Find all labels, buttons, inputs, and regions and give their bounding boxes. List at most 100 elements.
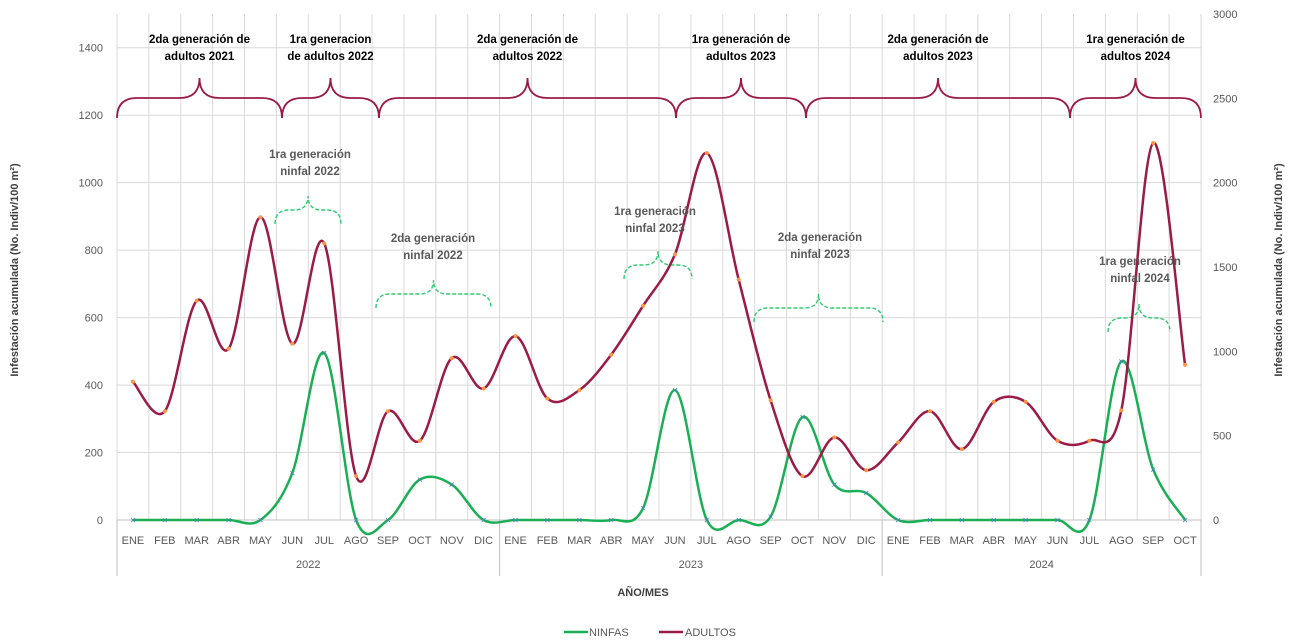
y-left-tick-label: 400: [85, 380, 103, 392]
y-right-tick-label: 0: [1213, 515, 1219, 527]
series-point-ninfas: ✕: [1150, 465, 1157, 474]
series-point-ninfas: ✕: [640, 504, 647, 513]
adult-generation-brace: [116, 77, 283, 119]
series-point-adultos: [322, 241, 327, 246]
series-point-adultos: [162, 409, 167, 414]
series-point-ninfas: ✕: [130, 516, 137, 525]
series-point-ninfas: ✕: [831, 481, 838, 490]
series-line-ninfas: [132, 351, 1187, 536]
x-month-tick-label: JUL: [314, 535, 334, 547]
adult-generation-brace: [805, 77, 1071, 119]
series-point-ninfas: ✕: [799, 413, 806, 422]
series-point-adultos: [258, 215, 263, 220]
y-left-tick-label: 1000: [79, 178, 103, 190]
adult-generation-label: adultos 2023: [706, 51, 776, 63]
y-left-tick-label: 800: [85, 245, 103, 257]
x-month-tick-label: JUL: [1080, 535, 1100, 547]
legend-ninfas-label: NINFAS: [589, 627, 629, 639]
x-year-tick-label: 2024: [1029, 559, 1053, 571]
series-point-ninfas: ✕: [544, 516, 551, 525]
nymph-generation-label: ninfal 2024: [1110, 273, 1170, 285]
generation-braces: [116, 77, 1202, 333]
y-left-tick-label: 600: [85, 313, 103, 325]
chart-annotations: 2da generación de adultos 2021 1ra generac…: [149, 34, 1185, 285]
nymph-generation-brace: [753, 293, 884, 323]
series-point-adultos: [1087, 438, 1092, 443]
adult-generation-label: 2da generación de: [149, 34, 250, 46]
x-month-tick-label: NOV: [440, 535, 465, 547]
series-point-adultos: [481, 386, 486, 391]
x-month-tick-label: AGO: [344, 535, 369, 547]
x-year-tick-label: 2022: [296, 559, 320, 571]
series-point-ninfas: ✕: [289, 469, 296, 478]
x-month-tick-label: ENE: [122, 535, 145, 547]
x-month-tick-label: OCT: [408, 535, 432, 547]
nymph-generation-brace: [1107, 303, 1171, 333]
nymph-generation-label: ninfal 2022: [280, 166, 339, 178]
x-month-tick-label: NOV: [822, 535, 847, 547]
x-month-tick-label: JUL: [697, 535, 717, 547]
x-month-tick-label: ABR: [982, 535, 1005, 547]
series-point-adultos: [417, 438, 422, 443]
series-point-adultos: [1183, 362, 1188, 367]
series-point-adultos: [641, 303, 646, 308]
x-month-tick-label: MAY: [632, 535, 656, 547]
series-point-adultos: [290, 341, 295, 346]
x-month-tick-label: FEB: [537, 535, 558, 547]
nymph-generation-label: 2da generación: [391, 233, 475, 245]
adult-generation-label: 2da generación de: [477, 34, 578, 46]
series-point-adultos: [194, 298, 199, 303]
series-point-adultos: [991, 399, 996, 404]
series-point-adultos: [864, 468, 869, 473]
x-month-tick-label: AGO: [1109, 535, 1134, 547]
series-point-ninfas: ✕: [1054, 516, 1061, 525]
nymph-generation-label: 1ra generación: [614, 206, 696, 218]
x-month-tick-label: MAY: [1014, 535, 1038, 547]
series-point-ninfas: ✕: [480, 516, 487, 525]
x-month-tick-label: ENE: [504, 535, 527, 547]
series-point-adultos: [736, 277, 741, 282]
chart-series: ✕ ✕ ✕ ✕ ✕ ✕ ✕ ✕ ✕ ✕ ✕ ✕ ✕ ✕ ✕ ✕ ✕ ✕ ✕ ✕ ✕ ✕ ✕ ✕ ✕ ✕ ✕ ✕ ✕ ✕ ✕ ✕ ✕ ✕: [130, 141, 1189, 536]
series-point-adultos: [1119, 408, 1124, 413]
series-point-adultos: [354, 474, 359, 479]
series-point-adultos: [449, 356, 454, 361]
series-point-adultos: [226, 346, 231, 351]
series-point-ninfas: ✕: [927, 516, 934, 525]
series-point-ninfas: ✕: [895, 516, 902, 525]
series-point-adultos: [672, 252, 677, 257]
series-point-ninfas: ✕: [576, 516, 583, 525]
series-point-ninfas: ✕: [1182, 516, 1189, 525]
nymph-generation-label: ninfal 2023: [625, 223, 684, 235]
series-point-adultos: [896, 440, 901, 445]
x-month-tick-label: JUN: [1047, 535, 1068, 547]
adult-generation-label: 2da generación de: [888, 34, 989, 46]
x-month-tick-label: ENE: [887, 535, 910, 547]
x-month-tick-label: ABR: [600, 535, 623, 547]
series-point-adultos: [800, 474, 805, 479]
series-point-adultos: [928, 409, 932, 414]
y-right-tick-label: 500: [1213, 431, 1231, 443]
series-point-adultos: [609, 352, 614, 357]
nymph-generation-label: ninfal 2023: [790, 249, 849, 261]
series-point-adultos: [513, 334, 518, 339]
series-point-ninfas: ✕: [417, 476, 424, 485]
series-point-ninfas: ✕: [1118, 357, 1125, 366]
x-month-tick-label: FEB: [919, 535, 940, 547]
x-year-tick-label: 2023: [679, 559, 703, 571]
x-month-tick-label: DIC: [474, 535, 493, 547]
y-right-tick-label: 2500: [1213, 93, 1237, 105]
nymph-generation-label: ninfal 2022: [403, 250, 462, 262]
nymph-generation-label: 1ra generación: [269, 149, 351, 161]
x-month-tick-label: FEB: [154, 535, 175, 547]
legend-adultos-label: ADULTOS: [685, 627, 736, 639]
y-left-tick-label: 1400: [79, 43, 103, 55]
x-month-tick-label: AGO: [726, 535, 751, 547]
series-point-adultos: [1151, 141, 1156, 146]
chart-axes: 0 200 400 600 800 1000 1200 1400 0 500 1000 1500 200…: [79, 9, 1237, 576]
series-point-ninfas: ✕: [385, 516, 392, 525]
series-point-adultos: [704, 151, 709, 156]
x-month-tick-label: DIC: [857, 535, 876, 547]
series-point-ninfas: ✕: [161, 516, 168, 525]
x-month-tick-label: MAR: [184, 535, 209, 547]
